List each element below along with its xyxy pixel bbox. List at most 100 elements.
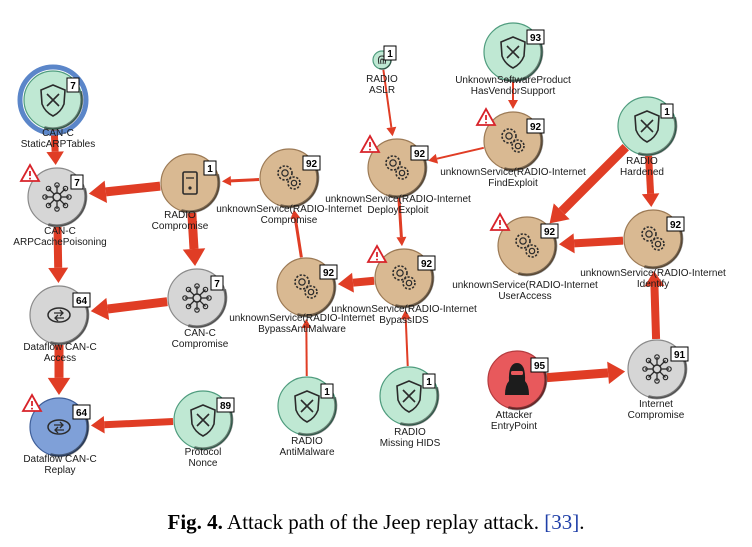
node-label-line1: unknownService(RADIO-Internet — [331, 304, 477, 315]
node-label-line1: RADIO — [164, 210, 196, 221]
arrowhead — [301, 318, 312, 329]
edges-layer — [46, 69, 665, 434]
node-shadow-arc — [47, 187, 88, 228]
warning-icon — [489, 212, 511, 231]
node-label-line1: Dataflow CAN-C — [23, 454, 96, 465]
node-label-line2: Identify — [637, 279, 669, 290]
node-label-line1: Attacker — [496, 410, 533, 421]
arrowhead — [644, 270, 665, 287]
node-label-line2: Compromise — [172, 339, 229, 350]
arrowhead — [46, 151, 64, 166]
node-label-line1: RADIO — [394, 427, 426, 438]
caption-citation-link[interactable]: [33] — [544, 510, 580, 534]
arrowhead — [508, 100, 518, 109]
edge-protocol_nonce-to-dataflow_replay — [104, 417, 174, 429]
arrowhead — [558, 233, 575, 254]
dataflow-icon — [47, 419, 71, 435]
shield-x-icon — [500, 36, 526, 69]
node-shadow-arc — [43, 90, 84, 131]
caption-text: Attack path of the Jeep replay attack. — [222, 510, 545, 534]
score-badge-value: 89 — [220, 401, 232, 412]
score-badge-value: 92 — [670, 220, 682, 231]
score-badge-value: 92 — [530, 122, 542, 133]
node-shadow-arc — [503, 42, 544, 83]
warning-icon — [366, 244, 388, 263]
node-unk_findexploit[interactable]: 92 unknownService(RADIO-InternetFindExplo… — [440, 107, 586, 189]
node-label-line2: FindExploit — [488, 178, 538, 189]
node-shadow-arc — [643, 229, 684, 270]
score-badge-value: 95 — [534, 361, 546, 372]
node-label-line1: unknownService(RADIO-Internet — [216, 204, 362, 215]
arrowhead — [90, 416, 105, 434]
edge-radio_hardened-to-unk_identify — [645, 155, 655, 194]
node-shadow-arc — [49, 305, 90, 346]
node-label-line1: unknownService(RADIO-Internet — [440, 167, 586, 178]
shield-x-icon — [190, 404, 216, 437]
edge-internet_compromise-to-unk_identify — [650, 286, 661, 340]
score-badge — [530, 357, 549, 373]
gears-icon — [385, 155, 409, 180]
caption-label: Fig. 4. — [167, 510, 223, 534]
score-badge-value: 92 — [306, 159, 318, 170]
arrowhead — [47, 377, 71, 395]
node-label-line1: unknownService(RADIO-Internet — [580, 268, 726, 279]
node-label-line1: RADIO — [626, 156, 658, 167]
edge-unk_bypassam-to-unk_compromise — [293, 218, 303, 258]
score-badge — [417, 255, 436, 271]
node-shadow-arc — [180, 173, 221, 214]
score-badge — [320, 383, 334, 399]
node-shadow-arc — [507, 370, 548, 411]
edge-unk_compromise-to-radio_compromise — [230, 178, 260, 183]
warning-icon — [475, 107, 497, 126]
node-label-line2: ASLR — [369, 85, 395, 96]
node-label-line1: Internet — [639, 399, 673, 410]
arrowhead — [641, 193, 660, 208]
node-label-line1: Dataflow CAN-C — [23, 342, 96, 353]
caption-end: . — [579, 510, 585, 534]
network-hub-icon — [182, 283, 212, 313]
score-badge-value: 92 — [421, 259, 433, 270]
score-badge-value: 91 — [674, 350, 686, 361]
score-badge — [383, 45, 397, 61]
score-badge — [216, 397, 235, 413]
node-unk_deploy[interactable]: 92 unknownService(RADIO-InternetDeployExp… — [325, 134, 471, 216]
shield-x-icon — [40, 84, 66, 117]
network-hub-icon — [642, 354, 672, 384]
node-unk_useraccess[interactable]: 92 unknownService(RADIO-InternetUserAcces… — [452, 212, 598, 302]
score-badge-value: 64 — [76, 408, 88, 419]
score-badge — [666, 216, 685, 232]
node-label-line2: Hardened — [620, 167, 664, 178]
node-label-line2: UserAccess — [498, 291, 551, 302]
score-badge — [526, 29, 545, 45]
node-shadow-arc — [297, 396, 338, 437]
arrowhead — [337, 272, 354, 293]
score-badge — [203, 160, 217, 176]
score-badge-value: 1 — [324, 387, 330, 398]
score-badge-value: 92 — [414, 149, 426, 160]
node-shadow-arc — [503, 131, 544, 172]
node-label-line2: BypassAntiMalware — [258, 324, 346, 335]
arrowhead — [88, 180, 108, 204]
node-label-line2: Compromise — [261, 215, 318, 226]
node-unk_compromise[interactable]: 92 unknownService(RADIO-InternetCompromis… — [216, 148, 362, 226]
node-unk_bypassam[interactable]: 92 unknownService(RADIO-InternetBypassAnt… — [229, 257, 375, 335]
edge-unk_identify-to-unk_useraccess — [573, 236, 624, 248]
node-label-line2: DeployExploit — [367, 205, 428, 216]
